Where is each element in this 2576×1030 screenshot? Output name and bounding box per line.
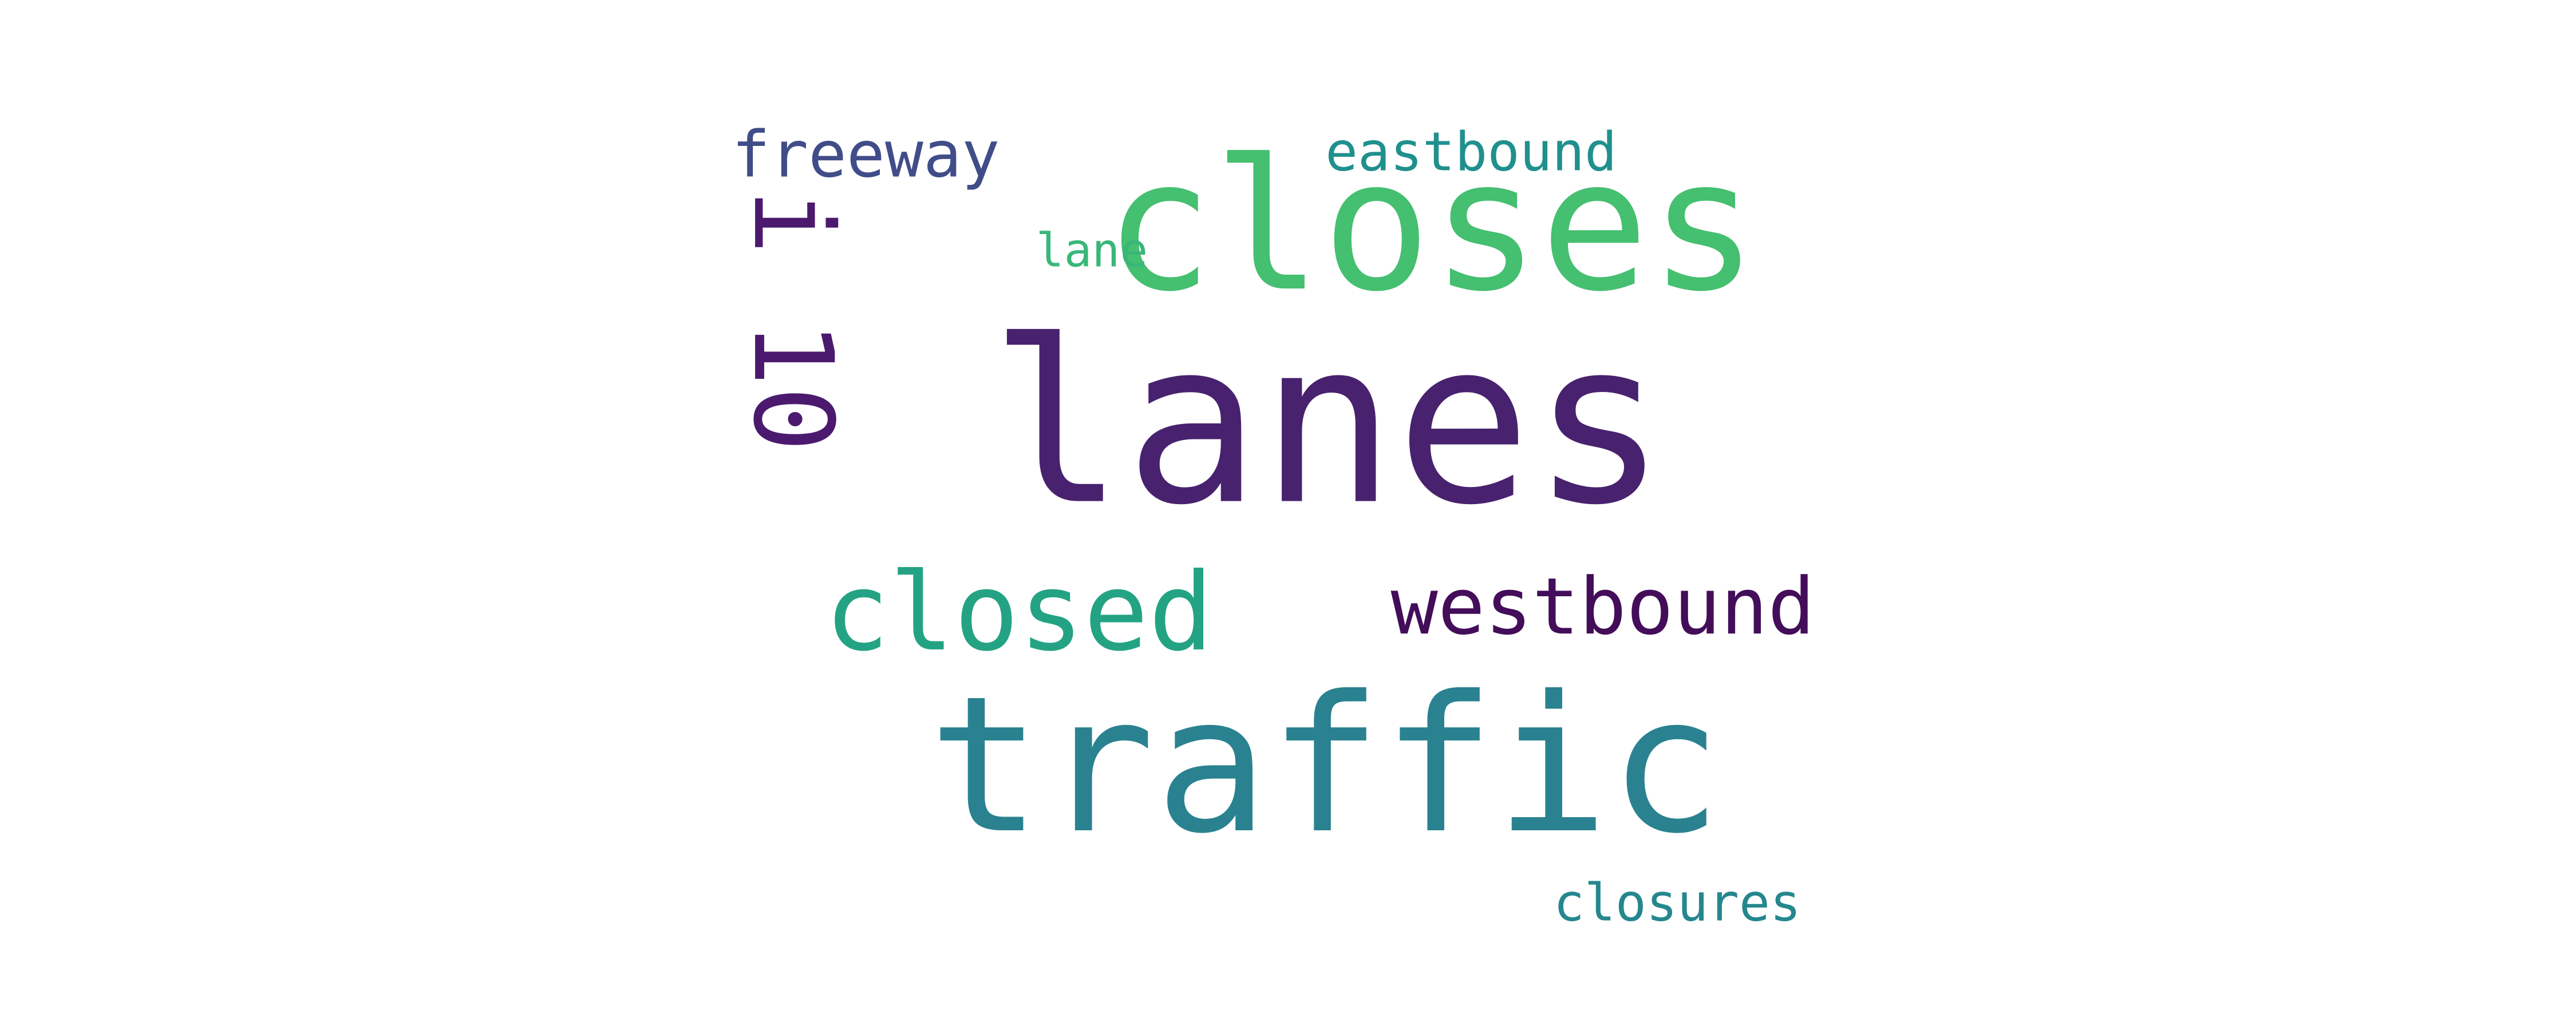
word-closes: closes: [1104, 120, 1758, 331]
word-closures: closures: [1554, 873, 1801, 933]
word-traffic: traffic: [929, 656, 1722, 875]
word-closed: closed: [824, 550, 1213, 675]
word-lanes: lanes: [989, 292, 1667, 554]
word-westbound: westbound: [1390, 561, 1815, 652]
word-lane: lane: [1036, 224, 1148, 278]
word-i10: i 10: [729, 189, 856, 452]
word-eastbound: eastbound: [1325, 121, 1617, 183]
word-freeway: freeway: [732, 118, 999, 192]
